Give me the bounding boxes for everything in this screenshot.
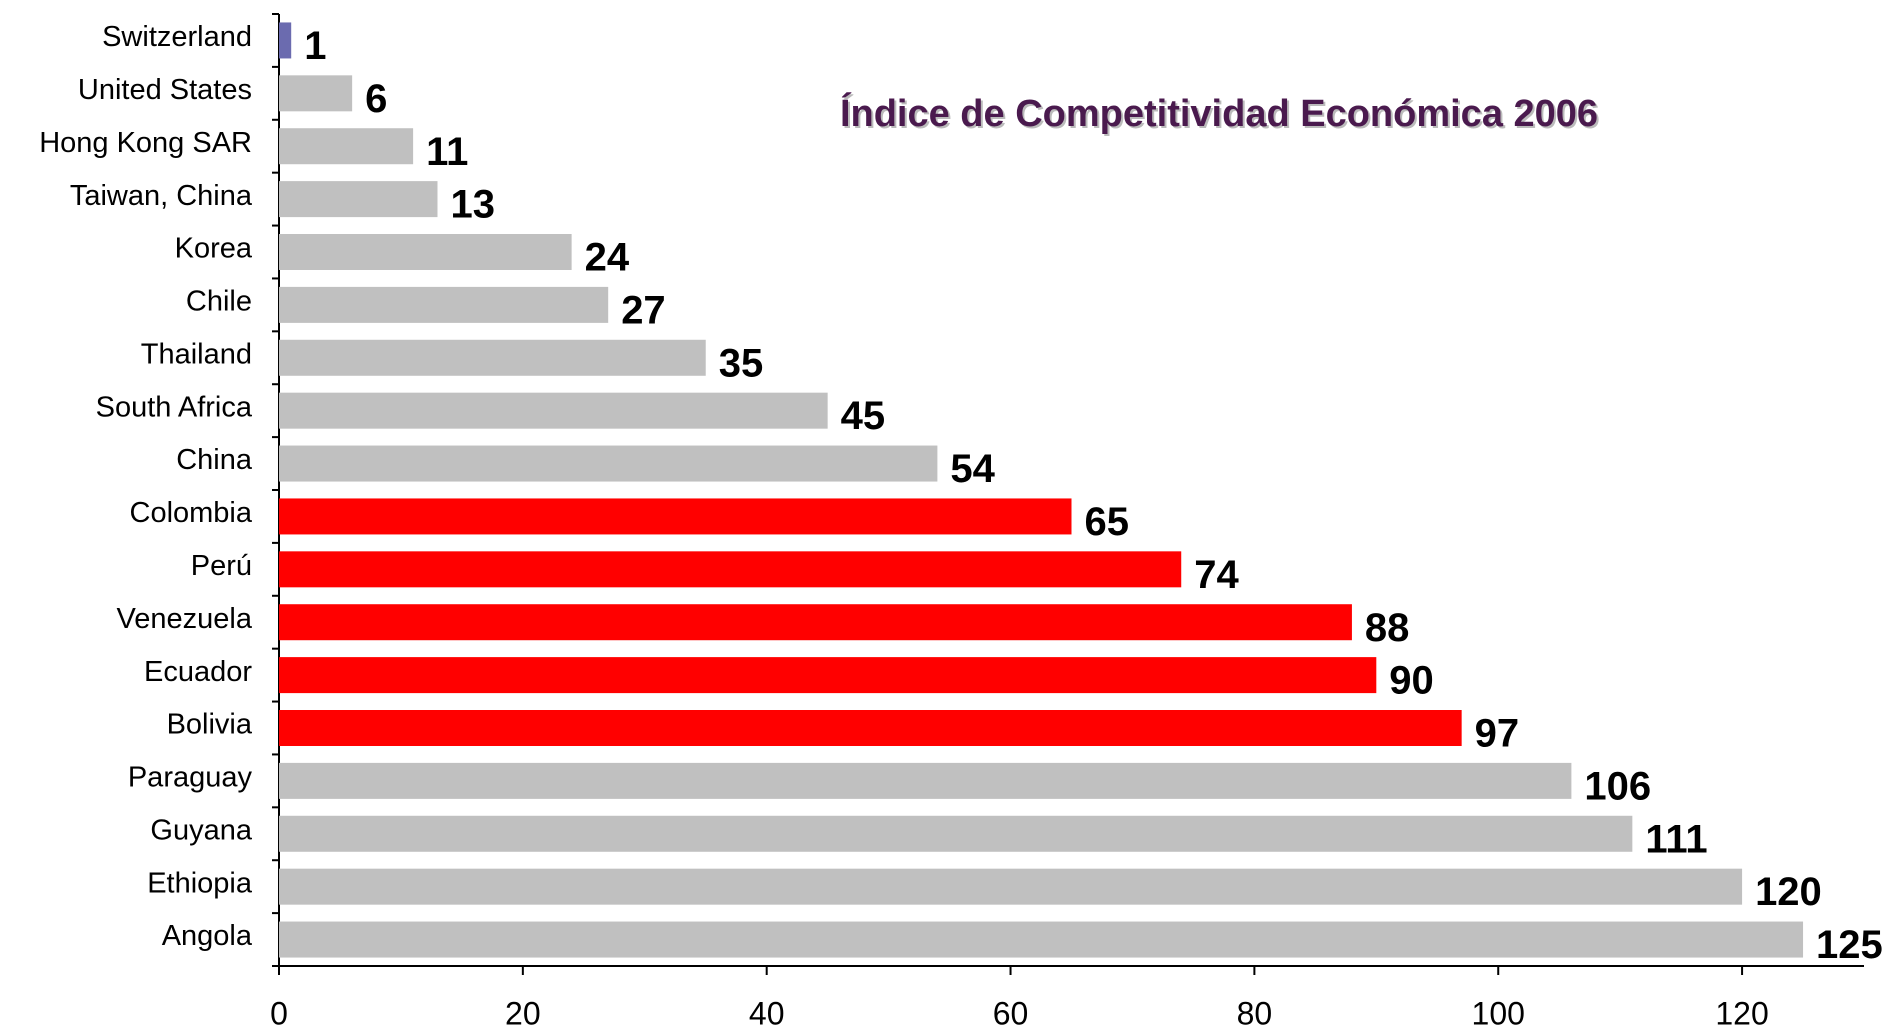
x-tick-label: 80 [1237, 995, 1273, 1030]
x-tick-label: 0 [270, 995, 288, 1030]
category-label: Perú [191, 550, 252, 582]
value-label: 74 [1194, 553, 1239, 597]
value-label: 35 [719, 341, 764, 385]
bar [279, 657, 1377, 694]
category-label: Thailand [141, 338, 252, 370]
bar [279, 181, 438, 218]
bar [279, 128, 414, 165]
category-label: Bolivia [167, 709, 253, 741]
bar [279, 815, 1633, 852]
category-label: Hong Kong SAR [39, 127, 252, 159]
value-label: 45 [841, 394, 886, 438]
bar [279, 392, 828, 429]
value-label: 24 [585, 236, 630, 280]
value-label: 125 [1816, 923, 1883, 967]
bar [279, 339, 706, 376]
value-label: 6 [365, 77, 387, 121]
bar [279, 498, 1072, 535]
category-label: Taiwan, China [70, 180, 253, 212]
bar [279, 234, 572, 270]
category-label: Venezuela [117, 603, 253, 635]
value-label: 90 [1389, 659, 1434, 703]
x-tick-label: 40 [749, 995, 785, 1030]
value-label: 54 [950, 447, 995, 491]
category-label: United States [78, 74, 252, 106]
category-label: South Africa [96, 391, 253, 423]
value-label: 11 [426, 130, 468, 174]
value-label: 27 [621, 288, 666, 332]
x-tick-label: 20 [505, 995, 541, 1030]
value-label: 120 [1755, 870, 1822, 914]
value-label: 106 [1584, 764, 1651, 808]
category-label: Paraguay [128, 762, 253, 794]
bar [279, 551, 1182, 588]
value-label: 13 [451, 183, 496, 227]
value-label: 1 [304, 24, 326, 68]
category-label: Angola [162, 920, 253, 952]
bar [279, 868, 1743, 905]
category-label: Switzerland [102, 21, 252, 53]
category-label: Colombia [130, 497, 253, 529]
bar [279, 75, 353, 112]
category-label: Ethiopia [147, 867, 253, 899]
value-label: 111 [1645, 817, 1707, 861]
value-label: 88 [1365, 606, 1410, 650]
category-label: Chile [186, 286, 252, 318]
value-label: 97 [1475, 712, 1520, 756]
bar [279, 710, 1462, 746]
category-label: Korea [175, 233, 253, 265]
bar [279, 604, 1352, 641]
chart-title: Índice de Competitividad Económica 2006 [840, 91, 1598, 135]
x-tick-label: 120 [1715, 995, 1768, 1030]
category-label: Ecuador [144, 656, 252, 688]
bar [279, 921, 1804, 958]
value-label: 65 [1085, 500, 1130, 544]
bar [279, 445, 938, 482]
bar [279, 762, 1572, 799]
x-tick-label: 60 [993, 995, 1029, 1030]
category-label: Guyana [150, 814, 252, 846]
category-label: China [176, 444, 253, 476]
x-tick-label: 100 [1472, 995, 1525, 1030]
bar [279, 286, 609, 323]
bar [279, 22, 292, 59]
